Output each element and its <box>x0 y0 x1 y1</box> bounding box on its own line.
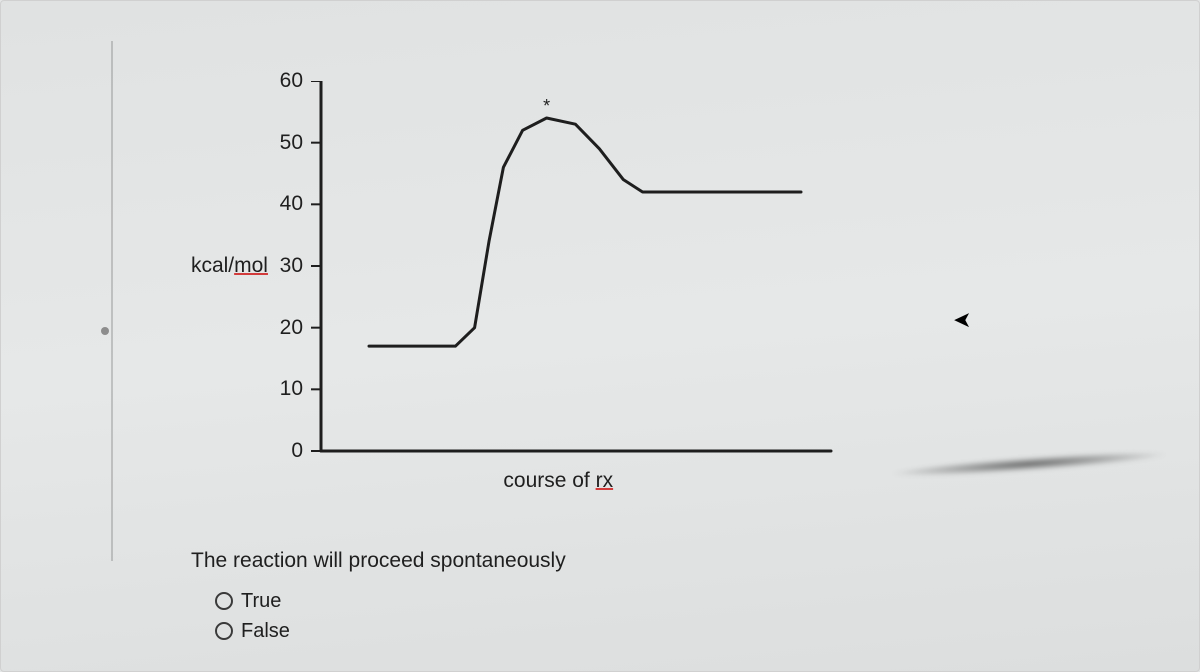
radio-icon <box>215 592 233 610</box>
y-tick-label: 50 <box>253 131 303 155</box>
decorative-dot <box>101 327 109 335</box>
y-axis-label-underlined: mol <box>234 254 268 277</box>
x-axis-label: course of rx <box>503 469 613 493</box>
y-tick-label: 40 <box>253 192 303 216</box>
question-prompt: The reaction will proceed spontaneously <box>191 549 566 573</box>
option-true[interactable]: True <box>215 591 290 611</box>
option-label: False <box>241 621 290 641</box>
energy-diagram-chart: kcal/mol 30 60504020100 * course of rx <box>161 81 841 461</box>
cursor-icon: ➤ <box>953 307 971 333</box>
page-root: kcal/mol 30 60 50 40 20 10 0 * course of rx T… <box>0 0 1200 672</box>
y-axis-label-pre: kcal/ <box>191 254 234 277</box>
x-axis-label-underlined: rx <box>596 469 614 492</box>
option-false[interactable]: False <box>215 621 290 641</box>
option-label: True <box>241 591 281 611</box>
svg-text:*: * <box>543 96 550 116</box>
y-tick-label: 10 <box>253 377 303 401</box>
radio-icon <box>215 622 233 640</box>
x-axis-label-pre: course of <box>503 469 595 492</box>
y-tick-label: 20 <box>253 316 303 340</box>
left-margin-rule <box>111 41 113 561</box>
y-axis-label: kcal/mol 30 <box>191 254 303 278</box>
y-tick-label: 60 <box>253 69 303 93</box>
shadow-streak <box>889 447 1169 480</box>
answer-options: True False <box>215 591 290 651</box>
y-tick-label: 0 <box>253 439 303 463</box>
